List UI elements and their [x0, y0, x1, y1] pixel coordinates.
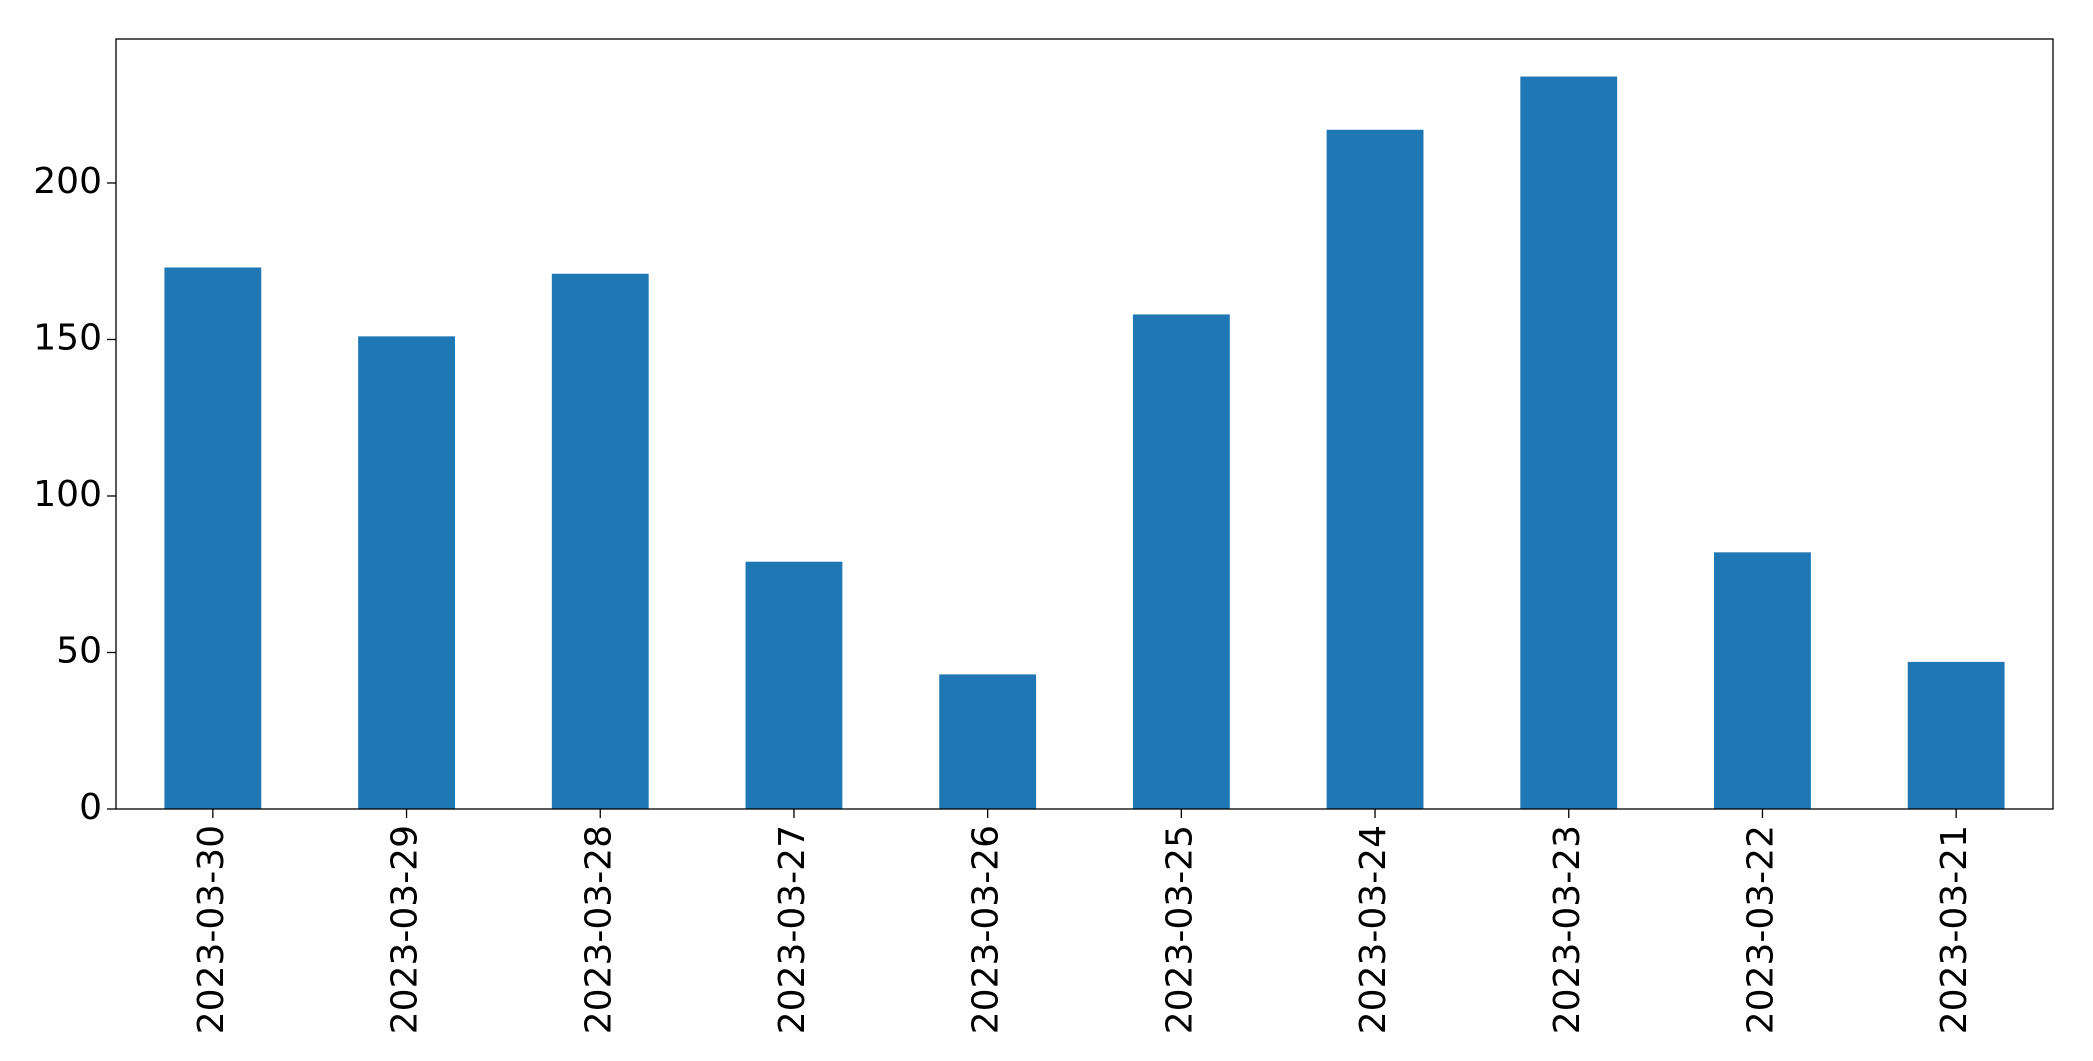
y-tick-label: 200 [33, 161, 102, 202]
bar [1132, 314, 1230, 809]
x-tick-label: 2023-03-26 [966, 825, 1007, 1034]
y-tick-label: 0 [79, 787, 102, 828]
plot-frame [115, 38, 2054, 810]
bar [164, 267, 262, 809]
x-tick-label: 2023-03-25 [1159, 825, 1200, 1034]
bar [1714, 552, 1811, 809]
bar [358, 336, 455, 809]
x-tick-label: 2023-03-30 [191, 825, 232, 1034]
x-tick-label: 2023-03-22 [1740, 825, 1781, 1034]
x-tick-label: 2023-03-23 [1547, 825, 1588, 1034]
bar [1907, 661, 2005, 809]
y-tick-label: 100 [33, 474, 102, 515]
bar [745, 561, 843, 809]
y-tick-label: 150 [33, 317, 102, 358]
x-tick-label: 2023-03-28 [578, 825, 619, 1034]
bar [1326, 129, 1424, 810]
x-tick-label: 2023-03-29 [385, 825, 426, 1034]
x-tick-label: 2023-03-27 [772, 825, 813, 1034]
bar [551, 273, 649, 809]
y-tick-label: 50 [56, 630, 102, 671]
x-tick-label: 2023-03-24 [1353, 825, 1394, 1034]
bar [1520, 76, 1618, 809]
bar [939, 674, 1037, 809]
x-tick-label: 2023-03-21 [1934, 825, 1975, 1034]
